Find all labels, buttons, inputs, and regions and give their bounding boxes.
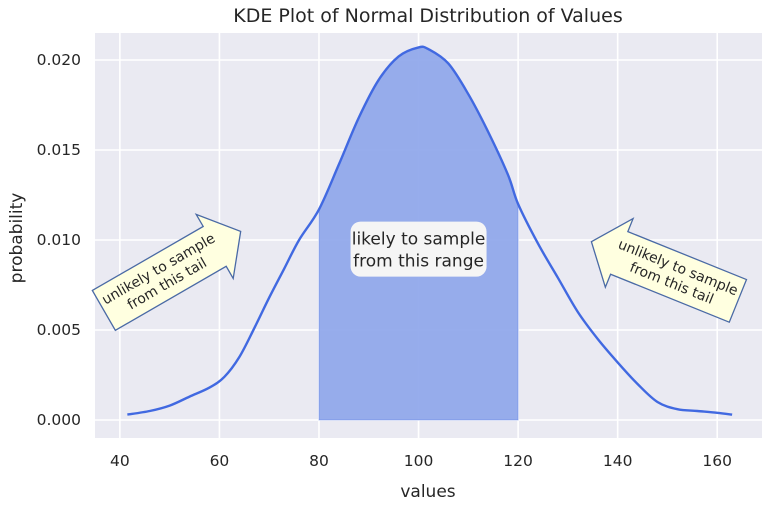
y-axis-label: probability — [7, 193, 27, 284]
kde-line — [127, 45, 733, 416]
x-tick-label: 60 — [210, 452, 230, 470]
x-tick-label: 80 — [309, 452, 329, 470]
x-axis-label: values — [400, 482, 455, 502]
x-tick-label: 40 — [110, 452, 130, 470]
center-annotation-text: from this range — [353, 252, 484, 272]
y-tick-label: 0.015 — [37, 141, 81, 159]
right-tail-annotation-shape — [590, 217, 748, 324]
y-tick-label: 0.000 — [37, 411, 81, 429]
x-tick-label: 100 — [404, 452, 434, 470]
x-tick-label: 120 — [503, 452, 533, 470]
y-tick-label: 0.020 — [37, 51, 81, 69]
y-axis: 0.000 0.005 0.010 0.015 0.020 — [37, 51, 81, 429]
center-annotation-text: likely to sample — [352, 230, 486, 250]
y-tick-label: 0.005 — [37, 321, 81, 339]
y-tick-label: 0.010 — [37, 231, 81, 249]
center-annotation-box — [350, 221, 487, 277]
x-tick-label: 160 — [702, 452, 732, 470]
x-axis: 40 60 80 100 120 140 160 — [110, 452, 732, 470]
x-tick-label: 140 — [603, 452, 633, 470]
chart-title: KDE Plot of Normal Distribution of Value… — [233, 5, 622, 27]
left-tail-annotation-shape — [91, 213, 242, 332]
